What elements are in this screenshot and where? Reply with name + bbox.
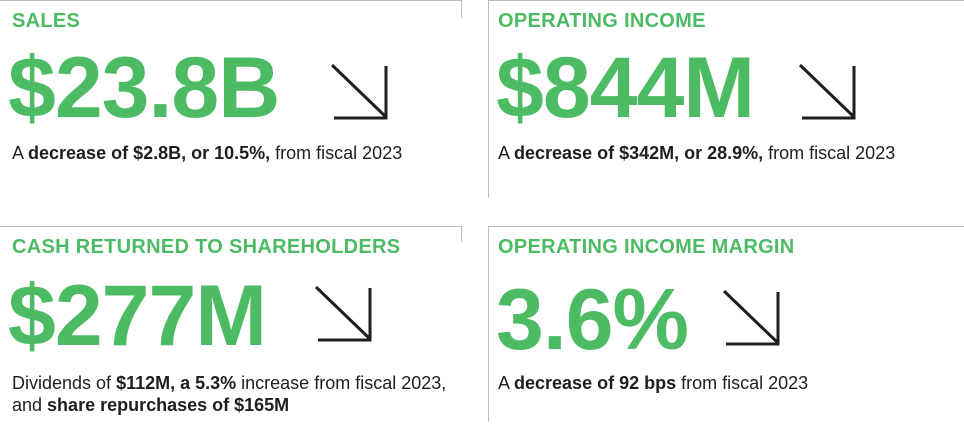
divider (488, 226, 964, 227)
metric-value: $23.8B (8, 40, 280, 136)
arrow-down-right-icon (314, 285, 372, 342)
metric-description: Dividends of $112M, a 5.3% increase from… (12, 373, 447, 415)
metric-value: 3.6% (496, 272, 689, 368)
metric-label: OPERATING INCOME (498, 10, 706, 32)
divider (488, 226, 489, 422)
divider (461, 226, 462, 242)
divider (0, 226, 462, 227)
metric-value: $844M (496, 40, 755, 136)
metric-label: OPERATING INCOME MARGIN (498, 236, 795, 258)
metric-description: A decrease of $342M, or 28.9%, from fisc… (498, 143, 896, 163)
divider (488, 0, 964, 1)
arrow-down-right-icon (798, 63, 856, 120)
metric-label: CASH RETURNED TO SHAREHOLDERS (12, 236, 401, 258)
divider (488, 0, 489, 198)
operating-margin-card: OPERATING INCOME MARGIN 3.6% A decrease … (488, 226, 964, 432)
metric-label: SALES (12, 10, 81, 32)
metric-description: A decrease of $2.8B, or 10.5%, from fisc… (12, 143, 403, 163)
cash-returned-card: CASH RETURNED TO SHAREHOLDERS $277M Divi… (0, 226, 462, 432)
divider (461, 0, 462, 18)
metric-description: A decrease of 92 bps from fiscal 2023 (498, 373, 809, 393)
arrow-down-right-icon (330, 63, 388, 120)
operating-income-card: OPERATING INCOME $844M A decrease of $34… (488, 0, 964, 200)
divider (0, 0, 462, 1)
metric-value: $277M (8, 268, 267, 364)
sales-card: SALES $23.8B A decrease of $2.8B, or 10.… (0, 0, 462, 200)
arrow-down-right-icon (722, 289, 780, 346)
